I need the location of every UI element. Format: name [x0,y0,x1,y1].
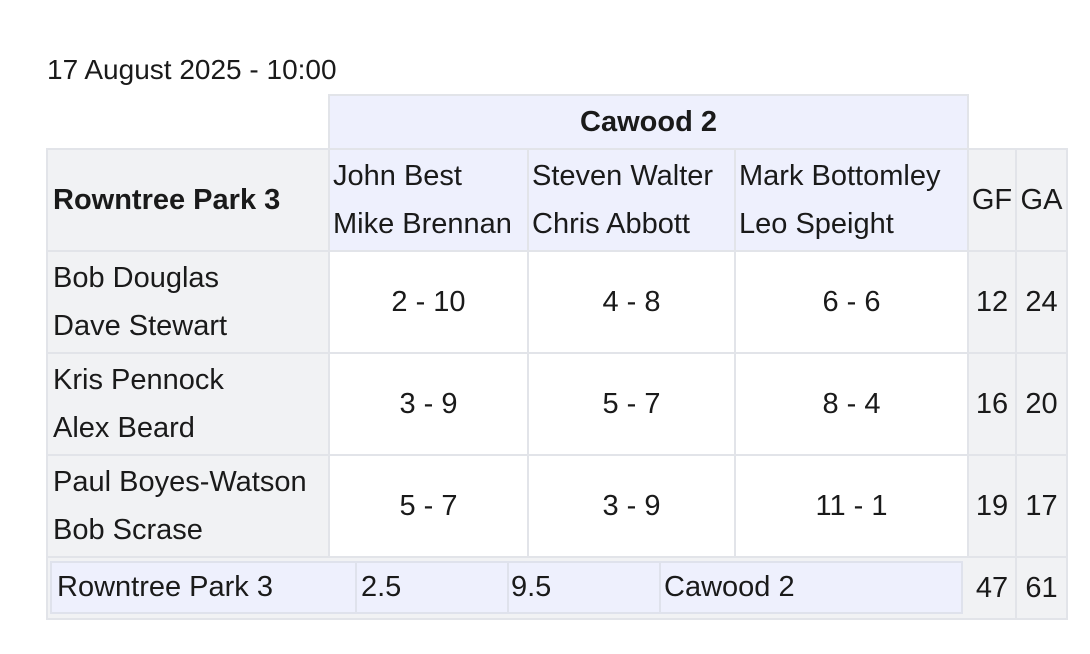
player-name: Mike Brennan [333,208,512,240]
summary-bar: Rowntree Park 3 2.5 9.5 Cawood 2 [50,561,963,614]
player-name: John Best [333,160,462,192]
home-pair-3: Paul Boyes-Watson Bob Scrase [48,456,328,556]
away-team-header: Cawood 2 [328,94,969,150]
gf-value: 19 [969,456,1015,556]
score-cell: 2 - 10 [330,252,527,352]
score-cell: 8 - 4 [736,354,967,454]
ga-value: 17 [1017,456,1066,556]
player-name: Dave Stewart [53,310,228,342]
player-name: Kris Pennock [53,364,224,396]
match-datetime: 17 August 2025 - 10:00 [47,54,337,85]
column-divider [1015,558,1017,618]
summary-home-points: 2.5 [361,571,402,603]
player-name: Paul Boyes-Watson [53,466,307,498]
summary-away-points: 9.5 [511,571,552,603]
home-team-header: Rowntree Park 3 [48,150,328,250]
summary-divider [355,563,357,612]
gf-value: 16 [969,354,1015,454]
away-pair-2: Steven Walter Chris Abbott [529,150,734,250]
score-cell: 4 - 8 [529,252,734,352]
score-cell: 3 - 9 [529,456,734,556]
summary-away-team: Cawood 2 [664,571,795,603]
ga-header: GA [1017,150,1066,250]
home-pair-1: Bob Douglas Dave Stewart [48,252,328,352]
player-name: Leo Speight [739,208,894,240]
ga-value: 24 [1017,252,1066,352]
player-name: Bob Douglas [53,262,220,294]
summary-ga: 61 [1025,571,1058,604]
gf-header: GF [969,150,1015,250]
score-cell: 3 - 9 [330,354,527,454]
score-cell: 5 - 7 [529,354,734,454]
summary-divider [507,563,509,612]
gf-value: 12 [969,252,1015,352]
ga-value: 20 [1017,354,1066,454]
player-name: Chris Abbott [532,208,690,240]
summary-divider [659,563,661,612]
player-name: Bob Scrase [53,514,203,546]
player-name: Steven Walter [532,160,714,192]
score-cell: 5 - 7 [330,456,527,556]
home-pair-2: Kris Pennock Alex Beard [48,354,328,454]
score-cell: 6 - 6 [736,252,967,352]
player-name: Mark Bottomley [739,160,941,192]
summary-gf: 47 [975,571,1009,604]
away-pair-3: Mark Bottomley Leo Speight [736,150,967,250]
score-cell: 11 - 1 [736,456,967,556]
player-name: Alex Beard [53,412,195,444]
summary-home-team: Rowntree Park 3 [57,571,273,603]
away-pair-1: John Best Mike Brennan [330,150,527,250]
